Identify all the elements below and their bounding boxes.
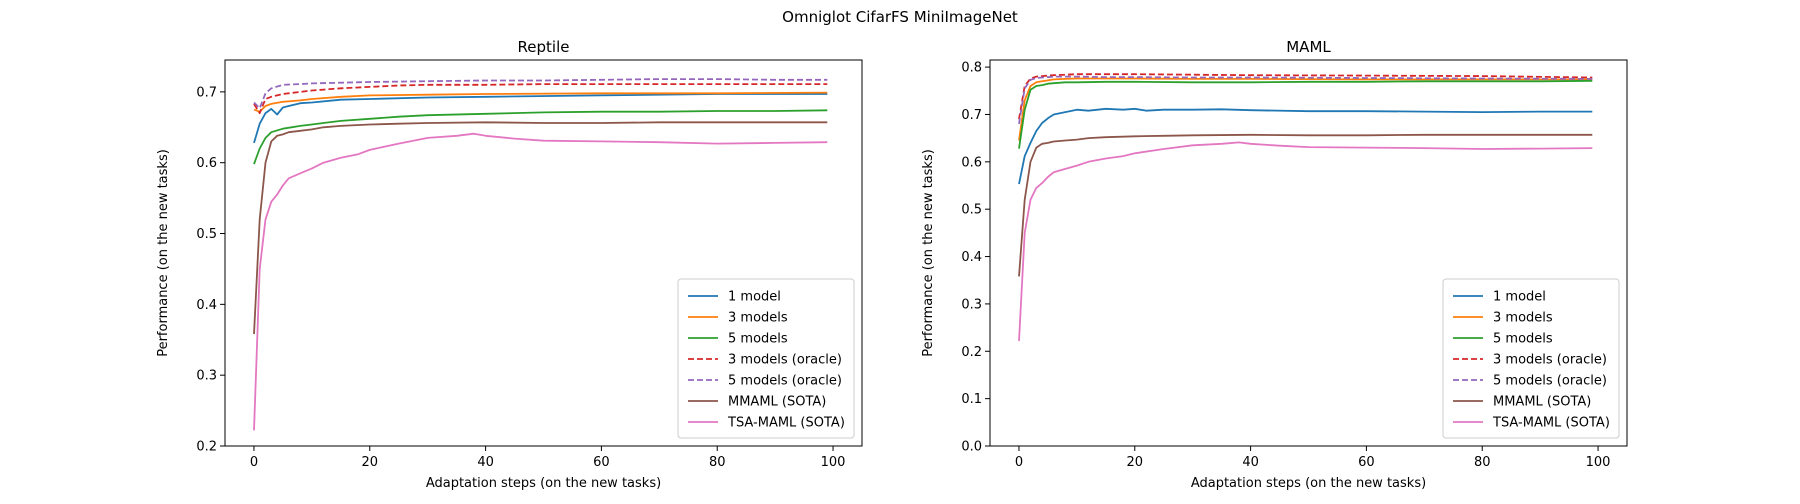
y-tick-label: 0.6 [196,156,217,171]
legend-label-1: 3 models [1493,311,1553,326]
y-axis-label: Performance (on the new tasks) [156,149,171,357]
x-tick-label: 20 [1126,455,1143,470]
series-line-5 [253,121,828,335]
legend-label-6: TSA-MAML (SOTA) [727,416,845,431]
y-tick-label: 0.3 [196,369,217,384]
series-lines [253,78,828,431]
legend: 1 model 3 models 5 models 3 models (oracle)… [677,278,855,439]
x-tick-label: 60 [1358,455,1375,470]
x-tick-label: 20 [361,455,378,470]
x-tick-label: 0 [250,455,258,470]
axes-frame [989,59,1628,447]
y-tick-label: 0.4 [196,298,217,313]
series-line-5 [1018,133,1593,277]
x-tick-label: 80 [709,455,726,470]
legend-box [677,278,855,439]
y-tick-label: 0.0 [961,440,982,455]
y-tick-label: 0.7 [196,85,217,100]
legend: 1 model 3 models 5 models 3 models (oracle)… [1442,278,1620,439]
x-tick-label: 80 [1474,455,1491,470]
x-tick-label: 100 [821,455,846,470]
series-line-6 [1018,141,1593,341]
y-tick-label: 0.6 [961,155,982,170]
series-line-0 [1018,107,1593,185]
panel-title: MAML [1286,38,1331,56]
x-tick-label: 60 [593,455,610,470]
series-line-1 [1018,77,1593,141]
legend-label-1: 3 models [728,311,788,326]
series-line-4 [1018,75,1593,125]
y-tick-label: 0.4 [961,250,982,265]
legend-label-3: 3 models (oracle) [728,353,842,368]
x-tick-label: 40 [477,455,494,470]
series-line-3 [253,83,828,114]
x-tick-label: 100 [1586,455,1611,470]
panel-title: Reptile [518,38,570,56]
legend-label-4: 5 models (oracle) [1493,374,1607,389]
legend-label-2: 5 models [728,332,788,347]
y-tick-label: 0.2 [196,440,217,455]
x-tick-label: 40 [1242,455,1259,470]
legend-label-3: 3 models (oracle) [1493,353,1607,368]
legend-label-2: 5 models [1493,332,1553,347]
y-tick-label: 0.2 [961,345,982,360]
series-line-3 [1018,73,1593,120]
y-tick-label: 0.5 [196,227,217,242]
y-tick-label: 0.5 [961,203,982,218]
series-line-2 [253,109,828,165]
series-line-1 [253,91,828,113]
series-line-0 [253,93,828,144]
legend-label-6: TSA-MAML (SOTA) [1492,416,1610,431]
series-line-2 [1018,79,1593,149]
axes-frame [224,59,863,447]
legend-label-4: 5 models (oracle) [728,374,842,389]
x-axis-label: Adaptation steps (on the new tasks) [1191,476,1426,491]
series-lines [1018,73,1593,341]
y-tick-label: 0.8 [961,61,982,76]
legend-label-0: 1 model [728,290,781,305]
figure-suptitle: Omniglot CifarFS MiniImageNet [782,8,1018,26]
y-tick-label: 0.3 [961,297,982,312]
series-line-6 [253,132,828,431]
legend-label-5: MMAML (SOTA) [1493,395,1591,410]
legend-label-5: MMAML (SOTA) [728,395,826,410]
maml-panel: MAML 0 20 40 60 80 100 0.0 0.1 0.2 0.3 0.4 0.5 0.6 0.7… [921,38,1628,491]
x-axis-label: Adaptation steps (on the new tasks) [426,476,661,491]
series-line-4 [253,78,828,110]
reptile-panel: Reptile 0 20 40 60 80 100 0.2 0.3 0.4 0.5 0.6 0.7 Ada… [156,38,863,491]
legend-box [1442,278,1620,439]
y-axis-label: Performance (on the new tasks) [921,149,936,357]
y-tick-label: 0.1 [961,392,982,407]
legend-label-0: 1 model [1493,290,1546,305]
y-tick-label: 0.7 [961,108,982,123]
x-tick-label: 0 [1015,455,1023,470]
